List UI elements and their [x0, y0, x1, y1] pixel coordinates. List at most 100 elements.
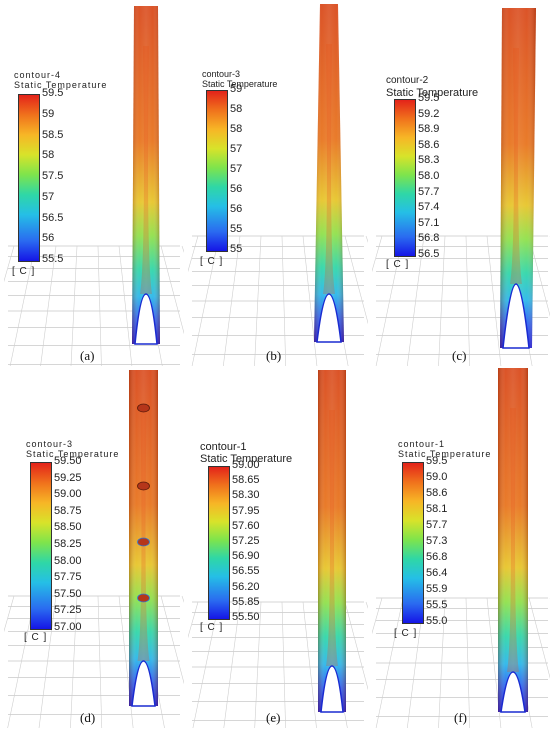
legend-tick-label: 55.9 [426, 583, 448, 595]
legend-tick-label: 58.30 [232, 489, 260, 502]
legend-tick-label: 55.0 [426, 615, 448, 627]
color-legend-bar [402, 462, 424, 624]
contour-name: contour-2 [386, 75, 429, 86]
panel-caption: (a) [80, 348, 95, 363]
bubble [137, 537, 150, 547]
legend-tick-label: 57.25 [54, 604, 82, 617]
inlet-cutout [320, 665, 344, 713]
legend-tick-label: 58.6 [418, 138, 440, 151]
panel-a: contour-4 Static Temperature 59.5 59 58.5 5… [4, 4, 184, 366]
cfd-scene-d [4, 370, 184, 728]
legend-tick-label: 59.0 [426, 471, 448, 483]
legend-tick-label: 55 [230, 223, 243, 235]
panel-caption: (c) [452, 348, 467, 363]
contour-name: contour-1 [398, 439, 446, 449]
legend-tick-label: 58.65 [232, 474, 260, 487]
color-legend-bar [208, 466, 230, 620]
panel-caption: (b) [266, 348, 282, 363]
color-legend-bar [394, 99, 416, 257]
legend-tick-label: 59 [230, 83, 243, 95]
cfd-scene-b [188, 4, 368, 366]
legend-tick-label: 57.75 [54, 571, 82, 584]
variable-name: Static Temperature [202, 79, 278, 89]
variable-name: Static Temperature [26, 449, 120, 459]
legend-tick-label: 57.60 [232, 519, 260, 532]
legend-tick-label: 57.7 [418, 185, 440, 198]
inlet-cutout [316, 293, 342, 343]
contour-name: contour-1 [200, 441, 247, 453]
legend-tick-label: 59.00 [54, 488, 82, 501]
legend-tick-label: 59.5 [418, 92, 440, 104]
legend-tick-label: 58.25 [54, 538, 82, 550]
legend-tick-label: 57.5 [42, 170, 64, 182]
legend-tick-label: 56 [42, 232, 55, 245]
legend-tick-label: 56.8 [426, 551, 448, 563]
legend-tick-label: 59.5 [426, 455, 448, 467]
variable-name: Static Temperature [14, 80, 108, 90]
legend-tick-label: 58.1 [426, 503, 448, 515]
legend-tick-label: 58 [42, 149, 55, 162]
variable-name: Static Temperature [200, 453, 293, 465]
legend-tick-label: 58.00 [54, 554, 82, 567]
legend-tick-label: 55 [230, 243, 243, 255]
legend-tick-label: 57 [42, 190, 55, 203]
panel-c: contour-2 Static Temperature 59.5 59.2 58.… [372, 4, 550, 366]
legend-tick-label: 56.4 [426, 567, 448, 579]
legend-tick-label: 58.3 [418, 154, 440, 167]
variable-name: Static Temperature [398, 449, 492, 459]
legend-tick-label: 57.7 [426, 519, 448, 531]
bubble [137, 403, 150, 413]
legend-tick-label: 59.50 [54, 455, 82, 467]
panel-caption: (f) [454, 710, 467, 725]
legend-tick-label: 57 [230, 143, 243, 155]
unit-label: [ C ] [386, 259, 410, 270]
panel-b: contour-3 Static Temperature 59 58 58 57 57 5… [188, 4, 368, 366]
contour-name: contour-4 [14, 70, 62, 80]
unit-label: [ C ] [394, 628, 418, 639]
legend-tick-label: 56.90 [232, 550, 260, 563]
panel-caption: (d) [80, 710, 96, 725]
legend-tick-label: 59.25 [54, 471, 82, 484]
unit-label: [ C ] [12, 266, 36, 277]
legend-tick-label: 57 [230, 163, 243, 175]
legend-tick-label: 58.9 [418, 123, 440, 136]
legend-tick-label: 59.00 [232, 459, 260, 471]
legend-tick-label: 56.5 [42, 211, 64, 224]
legend-tick-label: 58.75 [54, 504, 82, 517]
legend-tick-label: 58.5 [42, 128, 64, 141]
legend-tick-label: 56.5 [418, 248, 440, 260]
bubble [137, 481, 150, 491]
color-legend-bar [30, 462, 52, 630]
contour-name: contour-3 [202, 69, 241, 79]
legend-tick-label: 57.50 [54, 587, 82, 600]
legend-tick-label: 58.50 [54, 521, 82, 534]
legend-tick-label: 59 [42, 107, 55, 120]
cfd-scene-a [4, 6, 184, 366]
bubble [137, 593, 150, 603]
inlet-cutout [131, 660, 156, 707]
legend-tick-label: 55.85 [232, 595, 260, 608]
floor-grid [4, 245, 184, 366]
legend-tick-label: 58 [230, 103, 243, 115]
legend-tick-label: 58.0 [418, 170, 440, 182]
legend-tick-label: 57.00 [54, 621, 82, 633]
panel-f: contour-1 Static Temperature 59.5 59.0 58.… [372, 366, 550, 728]
inlet-cutout [500, 671, 526, 713]
legend-tick-label: 55.50 [232, 611, 260, 623]
legend-tick-label: 57.95 [232, 504, 260, 517]
unit-label: [ C ] [200, 622, 224, 633]
legend-tick-label: 57.1 [418, 216, 440, 229]
panel-caption: (e) [266, 710, 281, 725]
variable-name: Static Temperature [386, 87, 479, 99]
color-legend-bar [206, 90, 228, 252]
unit-label: [ C ] [24, 632, 48, 643]
legend-tick-label: 57.4 [418, 201, 440, 214]
legend-tick-label: 56.8 [418, 232, 440, 245]
legend-tick-label: 58 [230, 123, 243, 135]
legend-tick-label: 55.5 [42, 253, 64, 265]
legend-tick-label: 56 [230, 183, 243, 195]
unit-label: [ C ] [200, 256, 224, 267]
legend-tick-label: 56.20 [232, 580, 260, 593]
legend-tick-label: 57.3 [426, 535, 448, 547]
cfd-scene-c [372, 8, 550, 366]
